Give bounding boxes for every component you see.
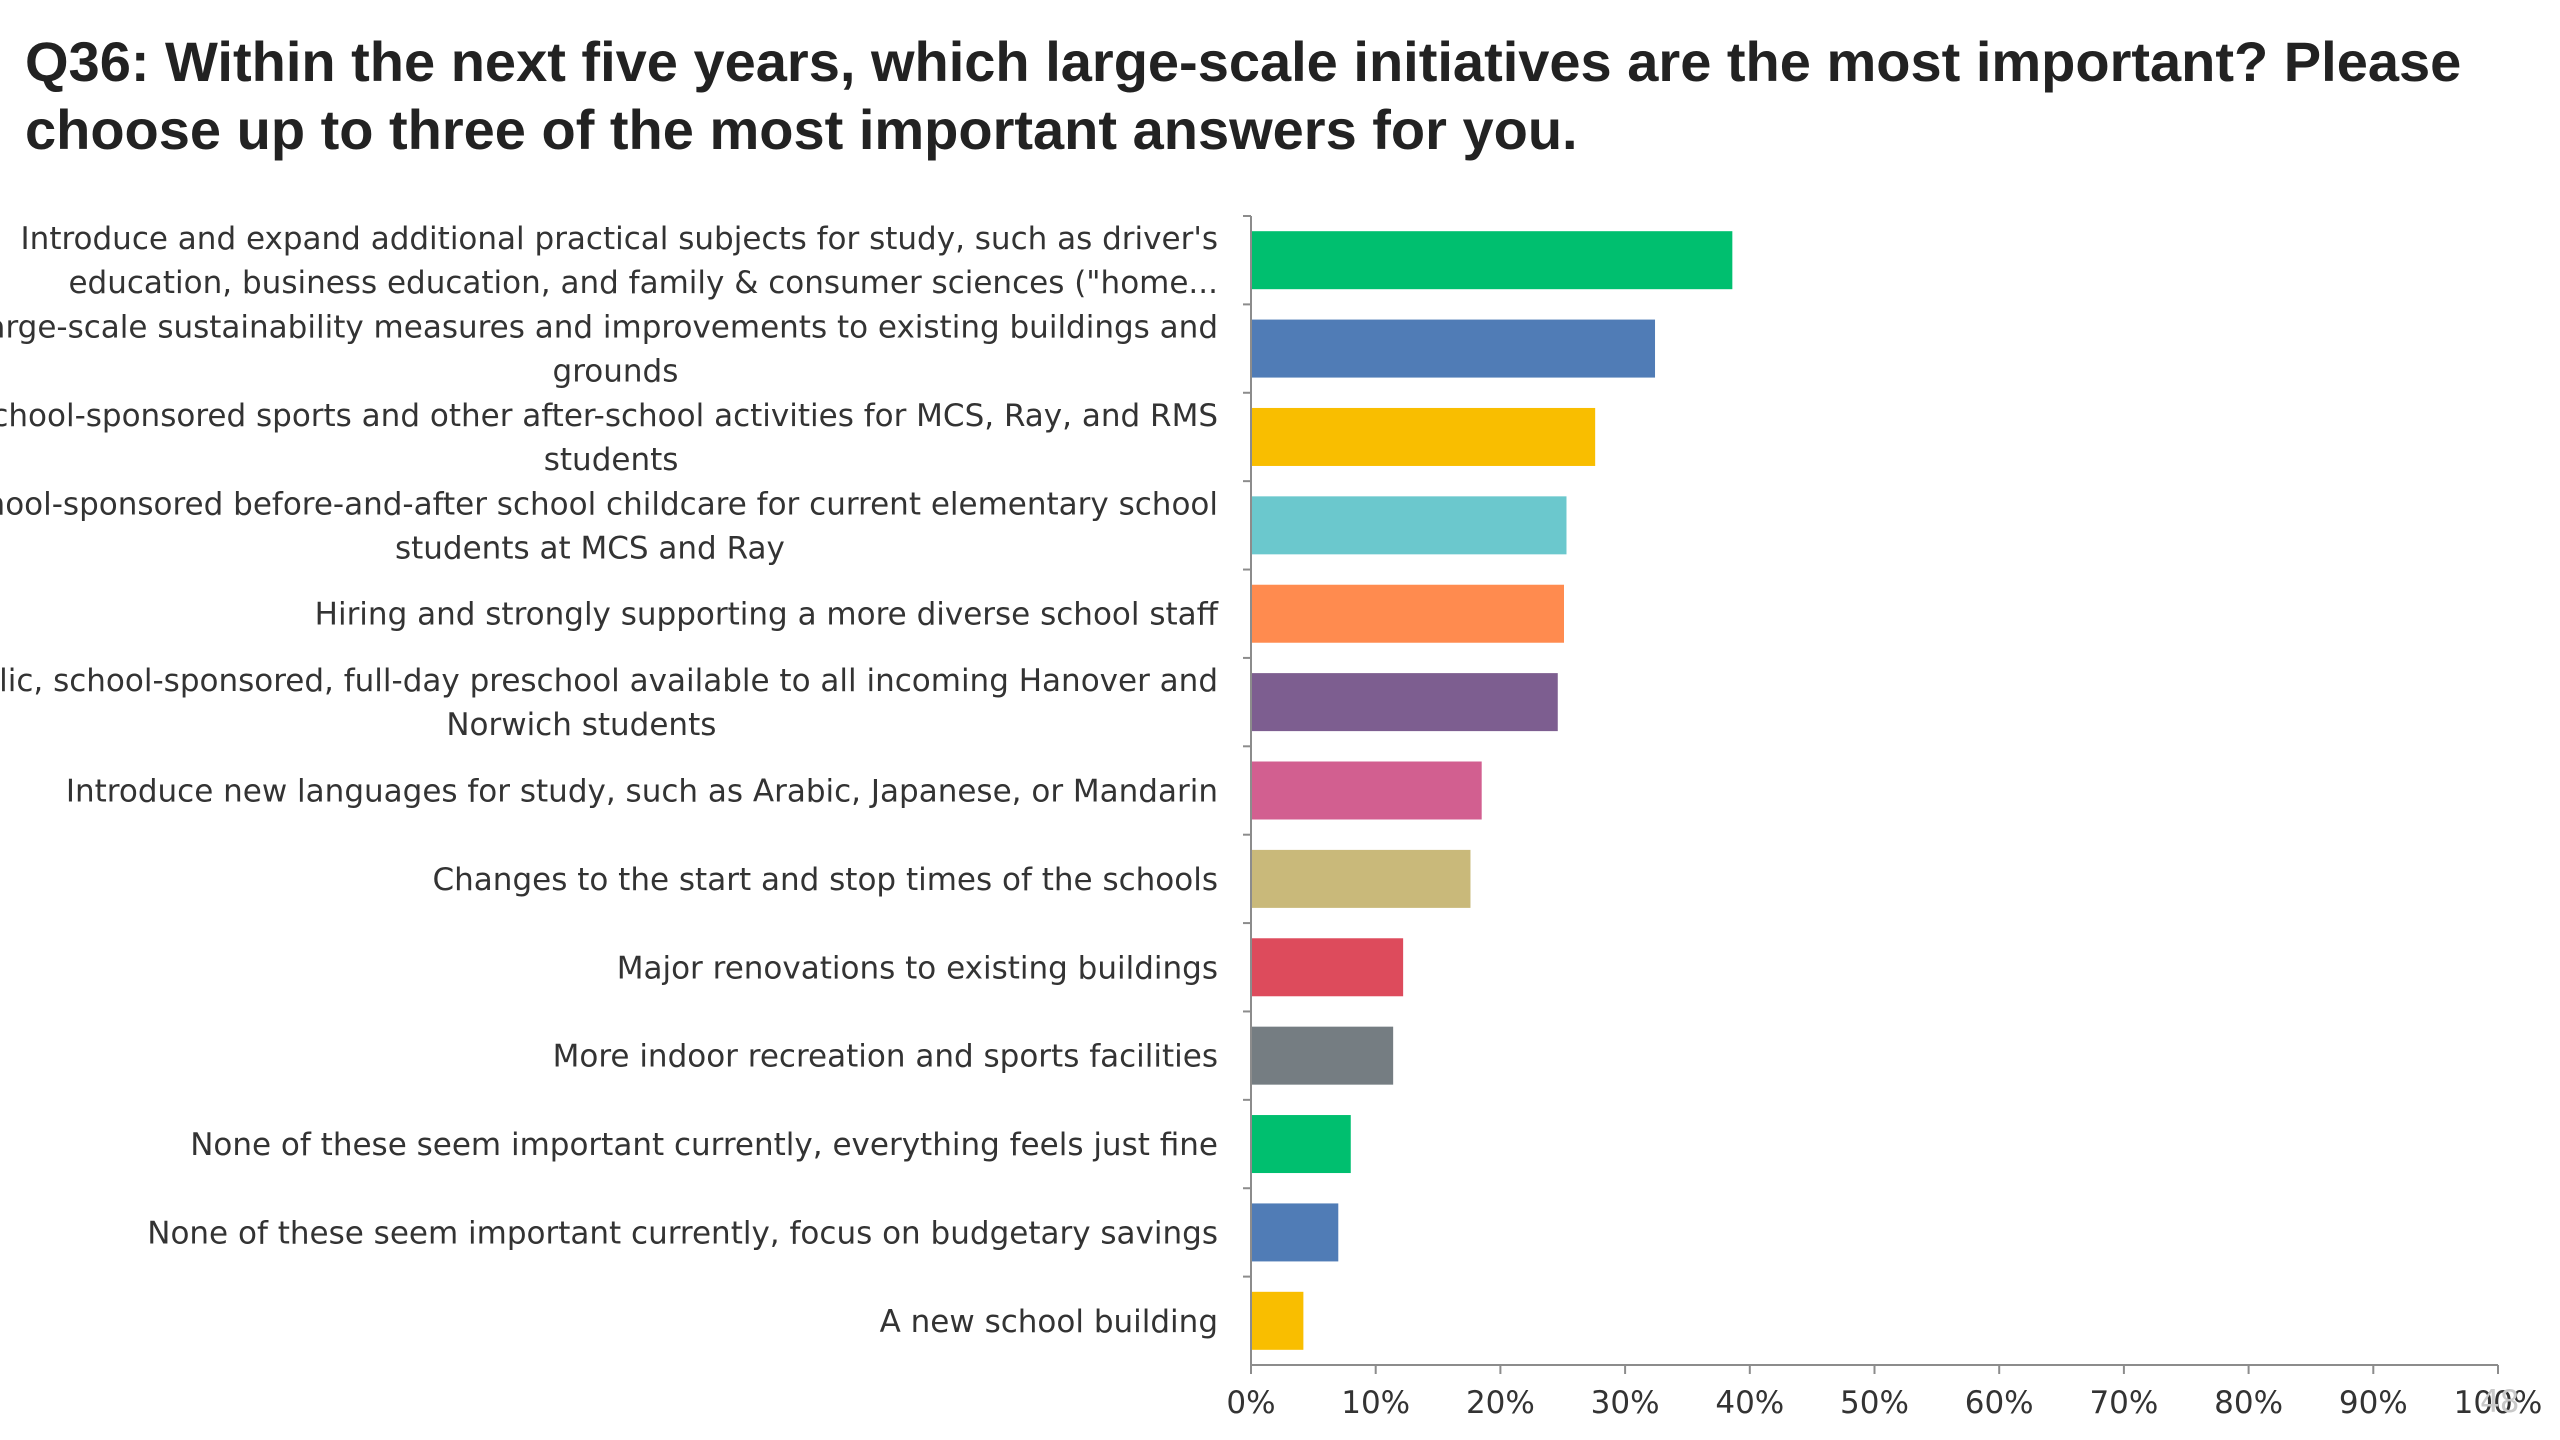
bar bbox=[1252, 407, 1596, 466]
chart-title: Q36: Within the next five years, which l… bbox=[25, 30, 2462, 161]
bar bbox=[1252, 1203, 1339, 1262]
bar bbox=[1252, 584, 1564, 643]
category-label: Hiring and strongly supporting a more di… bbox=[315, 597, 1219, 633]
category-labels: Introduce and expand additional practica… bbox=[0, 221, 1219, 1340]
bar bbox=[1252, 673, 1558, 732]
x-axis: 0% 10% 20% 30% 40% 50% 60% 70% 80% 90% 100% bbox=[1226, 215, 2543, 1421]
category-label: Public, school-sponsored, full-day presc… bbox=[0, 663, 1218, 743]
x-tick-label: 40% bbox=[1715, 1385, 1784, 1421]
category-label: A new school building bbox=[880, 1304, 1218, 1340]
bar bbox=[1252, 938, 1404, 997]
x-tick-label: 30% bbox=[1591, 1385, 1660, 1421]
category-label: Changes to the start and stop times of t… bbox=[433, 862, 1218, 898]
bar bbox=[1252, 1291, 1304, 1350]
page-number: 48 bbox=[2480, 1384, 2519, 1420]
x-tick-label: 80% bbox=[2214, 1385, 2283, 1421]
bar bbox=[1252, 1115, 1351, 1174]
bar bbox=[1252, 1026, 1394, 1085]
x-tick-label: 10% bbox=[1341, 1385, 1410, 1421]
bar bbox=[1252, 496, 1567, 555]
bar bbox=[1252, 231, 1733, 290]
bar bbox=[1252, 761, 1482, 820]
x-tick-label: 60% bbox=[1965, 1385, 2034, 1421]
x-tick-label: 70% bbox=[2089, 1385, 2158, 1421]
bar bbox=[1252, 319, 1656, 378]
category-label: School-sponsored sports and other after-… bbox=[0, 398, 1218, 478]
x-tick-label: 0% bbox=[1226, 1385, 1275, 1421]
category-label: Large-scale sustainability measures and … bbox=[0, 310, 1218, 390]
category-label: Major renovations to existing buildings bbox=[617, 950, 1218, 986]
bar bbox=[1252, 849, 1471, 908]
category-label: More indoor recreation and sports facili… bbox=[553, 1039, 1218, 1075]
category-label: None of these seem important currently, … bbox=[147, 1215, 1218, 1251]
category-label: Introduce and expand additional practica… bbox=[21, 221, 1218, 301]
x-tick-label: 50% bbox=[1840, 1385, 1909, 1421]
category-label: None of these seem important currently, … bbox=[190, 1127, 1218, 1163]
bars-layer bbox=[1252, 231, 1733, 1350]
x-tick-label: 100% bbox=[2454, 1385, 2543, 1421]
category-label: Introduce new languages for study, such … bbox=[66, 774, 1218, 810]
category-label: School-sponsored before-and-after school… bbox=[0, 486, 1218, 566]
x-tick-label: 20% bbox=[1466, 1385, 1535, 1421]
x-tick-label: 90% bbox=[2339, 1385, 2408, 1421]
